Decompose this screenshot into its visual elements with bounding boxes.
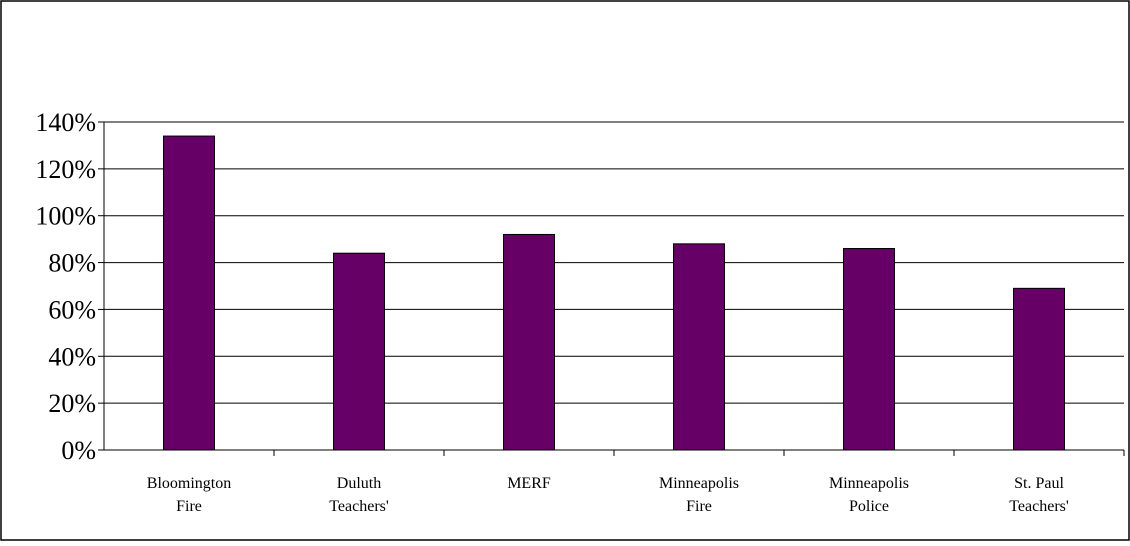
x-tick-label: MERF bbox=[507, 475, 551, 492]
x-tick-label: Fire bbox=[686, 498, 712, 515]
y-tick-label: 80% bbox=[48, 249, 96, 278]
x-tick-label: Fire bbox=[176, 498, 202, 515]
bar bbox=[673, 243, 725, 451]
y-tick-label: 120% bbox=[35, 155, 96, 184]
y-tick-label: 60% bbox=[48, 295, 96, 324]
x-tick-labels: Bloomington Fire Duluth Teachers' MERF Minnea… bbox=[147, 475, 1069, 515]
x-tick-label: Police bbox=[849, 498, 889, 515]
y-tick-label: 100% bbox=[35, 202, 96, 231]
gridlines bbox=[104, 121, 1124, 404]
bar bbox=[1013, 287, 1065, 451]
y-tick-label: 140% bbox=[35, 108, 96, 137]
x-tick-label: Teachers' bbox=[1009, 498, 1069, 515]
x-tick-label: Teachers' bbox=[329, 498, 389, 515]
bars bbox=[163, 135, 1065, 451]
y-tick-label: 40% bbox=[48, 342, 96, 371]
y-tick-label: 0% bbox=[61, 436, 96, 465]
bar bbox=[503, 233, 555, 451]
axes bbox=[98, 121, 1125, 456]
x-tick-label: St. Paul bbox=[1014, 475, 1064, 492]
bar bbox=[333, 252, 385, 451]
x-tick-label: Duluth bbox=[337, 475, 381, 492]
bar bbox=[163, 135, 215, 451]
y-tick-labels: 0% 20% 40% 60% 80% 100% 120% 140% bbox=[35, 108, 96, 465]
x-tick-label: Minneapolis bbox=[659, 475, 739, 492]
x-tick-label: Minneapolis bbox=[829, 475, 909, 492]
bar bbox=[843, 248, 895, 451]
y-tick-label: 20% bbox=[48, 389, 96, 418]
x-tick-label: Bloomington bbox=[147, 475, 231, 492]
